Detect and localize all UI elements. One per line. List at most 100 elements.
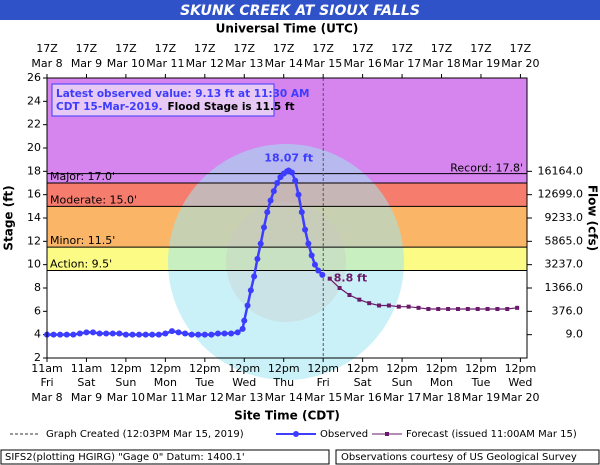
observed-point [251, 273, 258, 280]
observed-point [241, 317, 248, 324]
forecast-point [377, 303, 382, 308]
observed-point [247, 287, 254, 294]
x-tick-time: 12pm [505, 362, 537, 375]
forecast-point [515, 305, 520, 310]
legend-forecast: Forecast (issued 11:00AM Mar 15) [406, 429, 577, 440]
top-tick-date: Mar 20 [501, 57, 539, 70]
top-tick-date: Mar 19 [462, 57, 500, 70]
y-tick-label: 4 [34, 328, 41, 341]
top-tick-date: Mar 11 [146, 57, 184, 70]
observed-point [175, 329, 182, 336]
x-tick-day: Mon [154, 376, 177, 389]
observed-point [83, 329, 90, 336]
top-tick-label: 17Z [431, 42, 453, 55]
top-tick-label: 17Z [115, 42, 137, 55]
flood-label: Minor: 11.5' [50, 234, 115, 247]
x-tick-date: Mar 20 [501, 391, 539, 404]
x-tick-day: Sat [354, 376, 373, 389]
x-tick-time: 11am [71, 362, 102, 375]
top-tick-label: 17Z [273, 42, 295, 55]
y-tick-label: 2 [34, 351, 41, 364]
top-tick-label: 17Z [391, 42, 413, 55]
annotation: 8.8 ft [334, 272, 367, 285]
top-tick-date: Mar 8 [31, 57, 62, 70]
forecast-point [455, 307, 460, 311]
y-tick-label: 8 [34, 281, 41, 294]
forecast-point [337, 286, 342, 290]
x-tick-day: Tue [471, 376, 491, 389]
flood-label: Major: 17.0' [50, 170, 115, 183]
x-tick-time: 12pm [386, 362, 418, 375]
y2-tick-label: 3237.0 [545, 258, 584, 271]
top-axis-label: Universal Time (UTC) [216, 22, 359, 36]
x-tick-day: Wed [508, 376, 532, 389]
forecast-point [396, 304, 401, 309]
observed-point [122, 331, 129, 338]
top-tick-date: Mar 14 [265, 57, 303, 70]
top-tick-date: Mar 9 [71, 57, 102, 70]
observed-point [239, 325, 246, 332]
legend-forecast-marker [385, 432, 389, 436]
y-tick-label: 14 [27, 211, 41, 224]
legend-created: Graph Created (12:03PM Mar 15, 2019) [46, 429, 244, 440]
observed-point [116, 330, 123, 337]
forecast-point [357, 297, 362, 302]
observed-point [76, 330, 83, 337]
x-tick-date: Mar 16 [343, 391, 381, 404]
y-tick-label: 26 [27, 71, 41, 84]
x-axis-label: Site Time (CDT) [234, 409, 340, 423]
x-tick-day: Thu [272, 376, 294, 389]
footer-left-box [0, 449, 330, 465]
x-tick-date: Mar 10 [107, 391, 145, 404]
top-tick-date: Mar 18 [422, 57, 460, 70]
top-tick-label: 17Z [155, 42, 177, 55]
forecast-point [327, 276, 332, 281]
legend-observed: Observed [320, 429, 368, 440]
x-tick-time: 12pm [150, 362, 182, 375]
x-tick-date: Mar 17 [383, 391, 421, 404]
x-tick-day: Wed [232, 376, 256, 389]
x-tick-date: Mar 8 [31, 391, 62, 404]
forecast-point [475, 307, 480, 311]
x-tick-day: Sun [392, 376, 413, 389]
observed-point [195, 331, 202, 338]
observed-point [270, 188, 277, 195]
observed-point [136, 331, 143, 338]
x-tick-day: Fri [40, 376, 53, 389]
x-tick-day: Tue [194, 376, 214, 389]
observed-point [288, 169, 295, 176]
y-axis-label: Stage (ft) [2, 185, 16, 250]
top-tick-date: Mar 16 [343, 57, 381, 70]
observed-point [244, 302, 251, 309]
top-tick-date: Mar 10 [107, 57, 145, 70]
observed-point [302, 226, 309, 233]
observed-point [57, 331, 64, 338]
observed-point [182, 330, 189, 337]
x-tick-date: Mar 12 [186, 391, 224, 404]
y-tick-label: 24 [27, 94, 41, 107]
x-tick-date: Mar 14 [265, 391, 303, 404]
watermark-inner [226, 202, 346, 322]
forecast-point [436, 307, 441, 311]
forecast-point [505, 307, 510, 311]
observed-point [90, 329, 97, 336]
top-tick-date: Mar 15 [304, 57, 342, 70]
observed-point [267, 197, 274, 204]
info-box [51, 83, 275, 117]
observed-point [260, 224, 267, 231]
plot-border [46, 77, 528, 359]
observed-point [70, 331, 77, 338]
observed-point [129, 331, 136, 338]
observed-point [149, 331, 156, 338]
footer-right-box [335, 449, 600, 465]
observed-point [155, 331, 162, 338]
top-tick-label: 17Z [510, 42, 532, 55]
y-tick-label: 10 [27, 258, 41, 271]
observed-point [63, 331, 70, 338]
top-tick-label: 17Z [36, 42, 58, 55]
observed-point [234, 329, 241, 336]
x-tick-time: 12pm [228, 362, 260, 375]
top-tick-label: 17Z [76, 42, 98, 55]
observed-point [50, 331, 57, 338]
